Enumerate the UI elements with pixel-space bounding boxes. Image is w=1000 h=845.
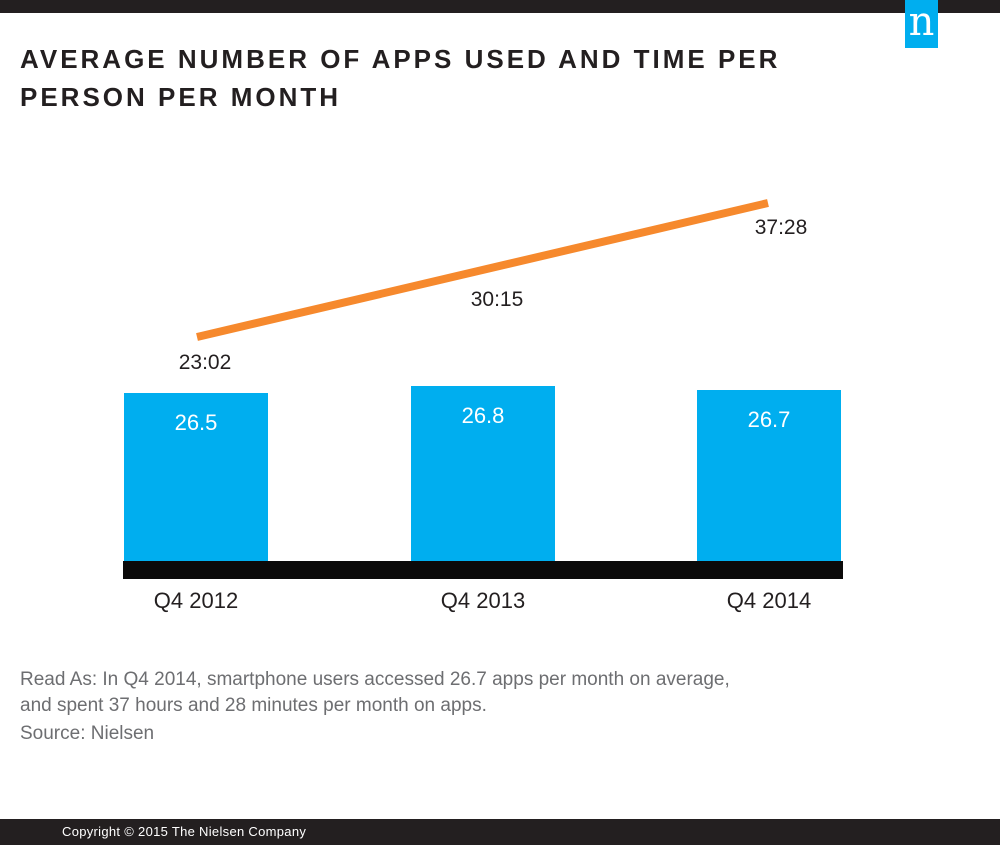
source-text: Source: Nielsen bbox=[20, 723, 155, 744]
top-black-bar bbox=[0, 0, 1000, 13]
apps-bar-q4-2012: 26.5 bbox=[124, 393, 268, 561]
apps-bar-value: 26.7 bbox=[747, 407, 791, 432]
chart-title-line1: AVERAGE NUMBER OF APPS USED AND TIME PER bbox=[20, 44, 781, 74]
chart-title: AVERAGE NUMBER OF APPS USED AND TIME PER… bbox=[20, 40, 860, 116]
nielsen-logo: n bbox=[905, 0, 938, 48]
read-as-text-line2: and spent 37 hours and 28 minutes per mo… bbox=[20, 695, 487, 716]
category-label-q4-2014: Q4 2014 bbox=[726, 588, 812, 613]
baseline-axis-bar bbox=[123, 561, 843, 579]
copyright-text: Copyright © 2015 The Nielsen Company bbox=[62, 824, 307, 839]
footer-black-bar: Copyright © 2015 The Nielsen Company bbox=[0, 819, 1000, 845]
time-label-q4-2013: 30:15 bbox=[470, 288, 524, 311]
apps-bar-value: 26.5 bbox=[174, 410, 218, 435]
category-label-q4-2012: Q4 2012 bbox=[153, 588, 239, 613]
chart-title-line2: PERSON PER MONTH bbox=[20, 82, 342, 112]
apps-bar-q4-2014: 26.7 bbox=[697, 390, 841, 561]
time-label-q4-2014: 37:28 bbox=[754, 216, 808, 239]
time-trend-line bbox=[196, 199, 769, 341]
category-label-q4-2013: Q4 2013 bbox=[440, 588, 526, 613]
apps-bar-value: 26.8 bbox=[461, 403, 505, 428]
nielsen-logo-letter: n bbox=[908, 0, 935, 45]
read-as-text-line1: Read As: In Q4 2014, smartphone users ac… bbox=[20, 669, 730, 690]
apps-bar-q4-2013: 26.8 bbox=[411, 386, 555, 561]
time-label-q4-2012: 23:02 bbox=[178, 351, 232, 374]
